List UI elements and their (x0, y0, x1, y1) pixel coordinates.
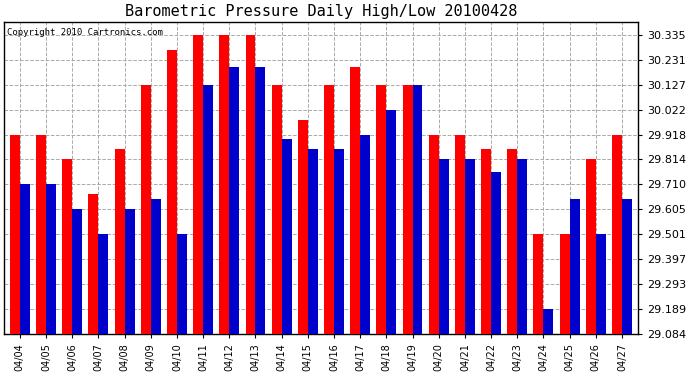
Bar (99, 234, 108, 334)
Bar (150, 198, 161, 334)
Bar (518, 159, 527, 334)
Bar (20, 184, 30, 334)
Bar (439, 159, 449, 334)
Bar (360, 135, 370, 334)
Bar (62, 159, 72, 334)
Bar (612, 135, 622, 334)
Bar (36, 135, 46, 334)
Bar (72, 209, 82, 334)
Bar (272, 85, 282, 334)
Bar (255, 67, 266, 334)
Bar (544, 309, 553, 334)
Bar (282, 139, 292, 334)
Bar (141, 85, 150, 334)
Bar (167, 50, 177, 334)
Bar (46, 184, 56, 334)
Bar (402, 85, 413, 334)
Bar (455, 135, 465, 334)
Bar (10, 135, 20, 334)
Bar (324, 85, 334, 334)
Text: Copyright 2010 Cartronics.com: Copyright 2010 Cartronics.com (8, 28, 164, 37)
Bar (491, 172, 501, 334)
Bar (386, 110, 396, 334)
Bar (465, 159, 475, 334)
Bar (125, 209, 135, 334)
Bar (586, 159, 595, 334)
Bar (177, 234, 187, 334)
Bar (229, 67, 239, 334)
Bar (193, 35, 203, 334)
Bar (560, 234, 570, 334)
Bar (219, 35, 229, 334)
Bar (203, 85, 213, 334)
Title: Barometric Pressure Daily High/Low 20100428: Barometric Pressure Daily High/Low 20100… (125, 4, 517, 19)
Bar (428, 135, 439, 334)
Bar (88, 194, 99, 334)
Bar (334, 149, 344, 334)
Bar (413, 85, 422, 334)
Bar (507, 149, 518, 334)
Bar (308, 149, 318, 334)
Bar (570, 198, 580, 334)
Bar (377, 85, 386, 334)
Bar (115, 149, 125, 334)
Bar (595, 234, 606, 334)
Bar (481, 149, 491, 334)
Bar (246, 35, 255, 334)
Bar (533, 234, 544, 334)
Bar (298, 120, 308, 334)
Bar (351, 67, 360, 334)
Bar (622, 198, 632, 334)
